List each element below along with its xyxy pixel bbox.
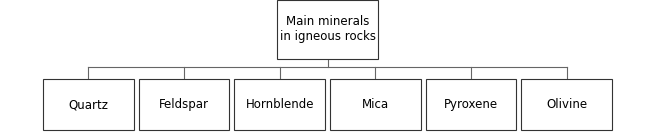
- FancyBboxPatch shape: [43, 79, 134, 130]
- Text: Quartz: Quartz: [68, 98, 109, 111]
- FancyBboxPatch shape: [330, 79, 421, 130]
- Text: Feldspar: Feldspar: [159, 98, 209, 111]
- Text: Mica: Mica: [362, 98, 389, 111]
- Text: Pyroxene: Pyroxene: [444, 98, 498, 111]
- FancyBboxPatch shape: [139, 79, 229, 130]
- FancyBboxPatch shape: [521, 79, 612, 130]
- FancyBboxPatch shape: [276, 0, 379, 59]
- Text: Olivine: Olivine: [546, 98, 587, 111]
- Text: Main minerals
in igneous rocks: Main minerals in igneous rocks: [280, 16, 375, 43]
- FancyBboxPatch shape: [234, 79, 325, 130]
- Text: Hornblende: Hornblende: [246, 98, 314, 111]
- FancyBboxPatch shape: [426, 79, 516, 130]
